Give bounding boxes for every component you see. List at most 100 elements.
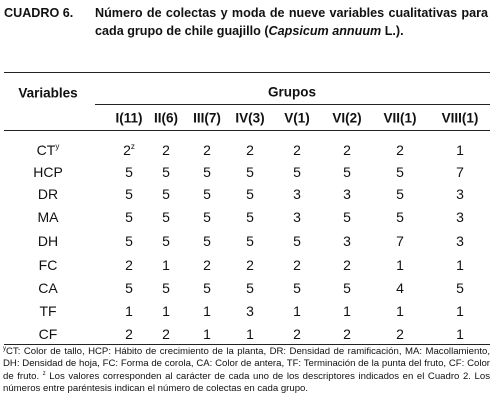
variable-cell: FC [39,257,58,273]
value: 2 [125,326,133,342]
value: 3 [293,209,301,225]
value-cell: 2 [162,326,170,342]
value: 1 [125,303,133,319]
top-rule [4,72,490,73]
value-cell: 5 [343,280,351,296]
value-cell: 2 [343,142,351,158]
header-variables: Variables [18,85,78,101]
value-cell: 5 [162,280,170,296]
value: 5 [246,209,254,225]
value: 1 [293,303,301,319]
value-cell: 2 [246,257,254,273]
value-cell: 5 [162,233,170,249]
value-cell: 2 [203,257,211,273]
value-cell: 5 [293,233,301,249]
value-cell: 1 [125,303,133,319]
value-cell: 5 [396,209,404,225]
value-cell: 5 [396,186,404,202]
value: 2 [203,142,211,158]
value: 2 [123,142,131,158]
value: 2 [396,142,404,158]
footnote-sup: z [42,370,46,377]
value: 3 [343,186,351,202]
value: 3 [343,233,351,249]
value-cell: 5 [343,209,351,225]
value: 5 [203,209,211,225]
variable-sup: y [55,142,60,151]
variable: DH [37,233,59,249]
footnote-sup: y [3,346,6,352]
value-cell: 7 [396,233,404,249]
value: 1 [396,257,404,273]
value-cell: 2 [396,326,404,342]
value-cell: 1 [293,303,301,319]
variable: HCP [33,164,63,180]
value: 2 [125,257,133,273]
value-cell: 5 [246,209,254,225]
value-cell: 3 [293,186,301,202]
title-main: Número de colectas y moda de nueve varia… [95,6,488,38]
value: 1 [456,326,464,342]
value-cell: 2 [293,257,301,273]
value-cell: 1 [246,326,254,342]
value-cell: 1 [456,257,464,273]
value: 7 [396,233,404,249]
footnote-text: CT: Color de tallo, HCP: Hábito de creci… [3,346,490,382]
value: 5 [456,280,464,296]
value: 1 [343,303,351,319]
value-cell: 2 [246,142,254,158]
value-cell: 2 [125,257,133,273]
variable-cell: CF [39,326,58,342]
value: 5 [396,209,404,225]
value: 1 [456,142,464,158]
value: 3 [456,209,464,225]
column-header: VI(2) [332,110,362,126]
value: 5 [396,186,404,202]
value-cell: 1 [456,303,464,319]
value: 1 [456,257,464,273]
value-cell: 2 [396,142,404,158]
value-cell: 3 [246,303,254,319]
value: 4 [396,280,404,296]
variable-cell: CTy [37,142,60,158]
value-cell: 5 [125,164,133,180]
variable: FC [38,257,58,273]
value: 2 [162,326,170,342]
variable: CA [38,280,58,296]
value: 2 [246,142,254,158]
value-cell: 2 [125,326,133,342]
value-cell: 5 [203,209,211,225]
value: 2 [293,326,301,342]
value: 5 [162,164,170,180]
title-end: L.). [381,24,404,38]
title-label: CUADRO 6. [4,6,74,20]
value: 5 [125,186,133,202]
variable-cell: TF [39,303,56,319]
value-cell: 1 [203,326,211,342]
value-cell: 5 [203,233,211,249]
value: 3 [246,303,254,319]
value: 5 [125,209,133,225]
value-cell: 2 [293,142,301,158]
groups-rule [95,104,490,105]
column-header: VII(1) [383,110,417,126]
variable-cell: CA [38,280,57,296]
value-sup: z [130,142,135,151]
header-rule [4,130,490,131]
column-header: IV(3) [235,110,265,126]
value-cell: 2 [343,326,351,342]
value: 2 [203,257,211,273]
title-text: Número de colectas y moda de nueve varia… [95,4,488,40]
title: CUADRO 6. Número de colectas y moda de n… [4,4,488,40]
column-header: III(7) [193,110,221,126]
footnote: yCT: Color de tallo, HCP: Hábito de crec… [3,346,490,396]
value-cell: 7 [456,164,464,180]
value-cell: 5 [162,164,170,180]
column-header: VIII(1) [441,110,479,126]
value: 5 [343,280,351,296]
value: 5 [203,186,211,202]
value-cell: 5 [396,164,404,180]
value: 1 [162,303,170,319]
value: 5 [162,280,170,296]
